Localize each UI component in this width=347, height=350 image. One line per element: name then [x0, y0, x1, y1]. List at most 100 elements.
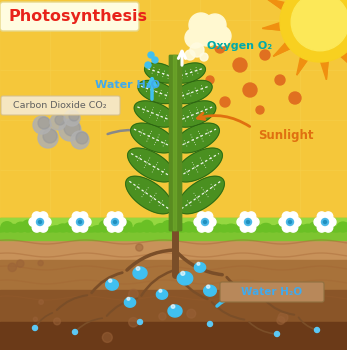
- Bar: [300, 170, 347, 220]
- Circle shape: [82, 217, 91, 226]
- Ellipse shape: [260, 223, 272, 232]
- Circle shape: [39, 300, 43, 304]
- Bar: [150, 0, 200, 20]
- Polygon shape: [134, 101, 176, 127]
- Polygon shape: [204, 285, 216, 296]
- Bar: [200, 70, 250, 120]
- Polygon shape: [174, 80, 212, 104]
- Circle shape: [186, 91, 194, 99]
- Circle shape: [194, 20, 220, 46]
- Circle shape: [145, 62, 151, 68]
- Bar: [150, 120, 200, 170]
- Circle shape: [197, 262, 200, 265]
- Circle shape: [233, 58, 247, 72]
- Circle shape: [64, 120, 80, 136]
- Circle shape: [187, 309, 196, 318]
- Circle shape: [282, 223, 291, 232]
- Circle shape: [215, 43, 225, 53]
- Circle shape: [289, 92, 301, 104]
- Ellipse shape: [302, 224, 314, 232]
- Circle shape: [127, 298, 130, 300]
- Ellipse shape: [253, 225, 265, 232]
- Bar: [250, 70, 300, 120]
- Polygon shape: [172, 63, 205, 83]
- Bar: [250, 20, 300, 70]
- Circle shape: [250, 217, 259, 226]
- Bar: [150, 20, 200, 70]
- FancyBboxPatch shape: [0, 2, 139, 31]
- Circle shape: [38, 128, 58, 148]
- Ellipse shape: [8, 224, 20, 232]
- Polygon shape: [174, 101, 216, 127]
- Circle shape: [64, 110, 80, 126]
- Circle shape: [76, 218, 84, 225]
- Circle shape: [54, 318, 60, 325]
- Bar: [250, 0, 300, 20]
- Bar: [300, 70, 347, 120]
- Circle shape: [39, 212, 48, 221]
- Circle shape: [171, 305, 175, 308]
- Circle shape: [136, 244, 143, 251]
- Ellipse shape: [29, 224, 41, 232]
- Circle shape: [152, 57, 158, 63]
- Circle shape: [280, 0, 347, 62]
- Ellipse shape: [225, 224, 237, 232]
- Circle shape: [33, 326, 37, 330]
- FancyBboxPatch shape: [220, 282, 324, 302]
- Ellipse shape: [316, 225, 328, 232]
- Circle shape: [240, 223, 249, 232]
- Bar: [0, 322, 347, 350]
- Ellipse shape: [106, 226, 118, 232]
- Circle shape: [8, 263, 16, 272]
- Ellipse shape: [1, 222, 13, 232]
- Circle shape: [32, 212, 41, 221]
- Circle shape: [323, 220, 327, 224]
- Ellipse shape: [162, 221, 174, 232]
- Text: Oxygen O₂: Oxygen O₂: [207, 41, 272, 51]
- Circle shape: [287, 218, 294, 225]
- Circle shape: [243, 83, 257, 97]
- Polygon shape: [267, 0, 287, 10]
- Bar: [200, 20, 250, 70]
- Polygon shape: [262, 28, 283, 30]
- Circle shape: [159, 289, 162, 292]
- Bar: [169, 55, 181, 230]
- Bar: [0, 0, 50, 20]
- Polygon shape: [267, 0, 284, 10]
- Ellipse shape: [155, 224, 167, 232]
- Circle shape: [113, 220, 117, 224]
- Circle shape: [38, 260, 43, 266]
- Ellipse shape: [99, 221, 111, 232]
- Circle shape: [274, 331, 279, 336]
- Bar: [0, 218, 347, 230]
- Circle shape: [38, 117, 50, 129]
- Circle shape: [240, 212, 249, 221]
- Circle shape: [111, 218, 118, 225]
- Circle shape: [277, 316, 285, 324]
- Circle shape: [39, 220, 42, 224]
- Circle shape: [220, 97, 230, 107]
- Bar: [50, 20, 100, 70]
- Circle shape: [247, 223, 256, 232]
- Bar: [100, 70, 150, 120]
- Polygon shape: [145, 63, 177, 83]
- Bar: [200, 120, 250, 170]
- FancyBboxPatch shape: [1, 96, 120, 115]
- Circle shape: [324, 212, 333, 221]
- Bar: [0, 120, 50, 170]
- Bar: [0, 236, 347, 350]
- Polygon shape: [176, 148, 222, 182]
- Polygon shape: [297, 58, 308, 75]
- Polygon shape: [339, 50, 347, 69]
- Ellipse shape: [15, 222, 27, 232]
- Circle shape: [312, 287, 316, 292]
- Bar: [250, 170, 300, 220]
- Circle shape: [288, 220, 291, 224]
- Ellipse shape: [120, 220, 132, 232]
- Circle shape: [327, 217, 336, 226]
- Circle shape: [32, 223, 41, 232]
- Polygon shape: [320, 59, 328, 80]
- Circle shape: [72, 223, 81, 232]
- Bar: [50, 0, 100, 20]
- Circle shape: [260, 50, 270, 60]
